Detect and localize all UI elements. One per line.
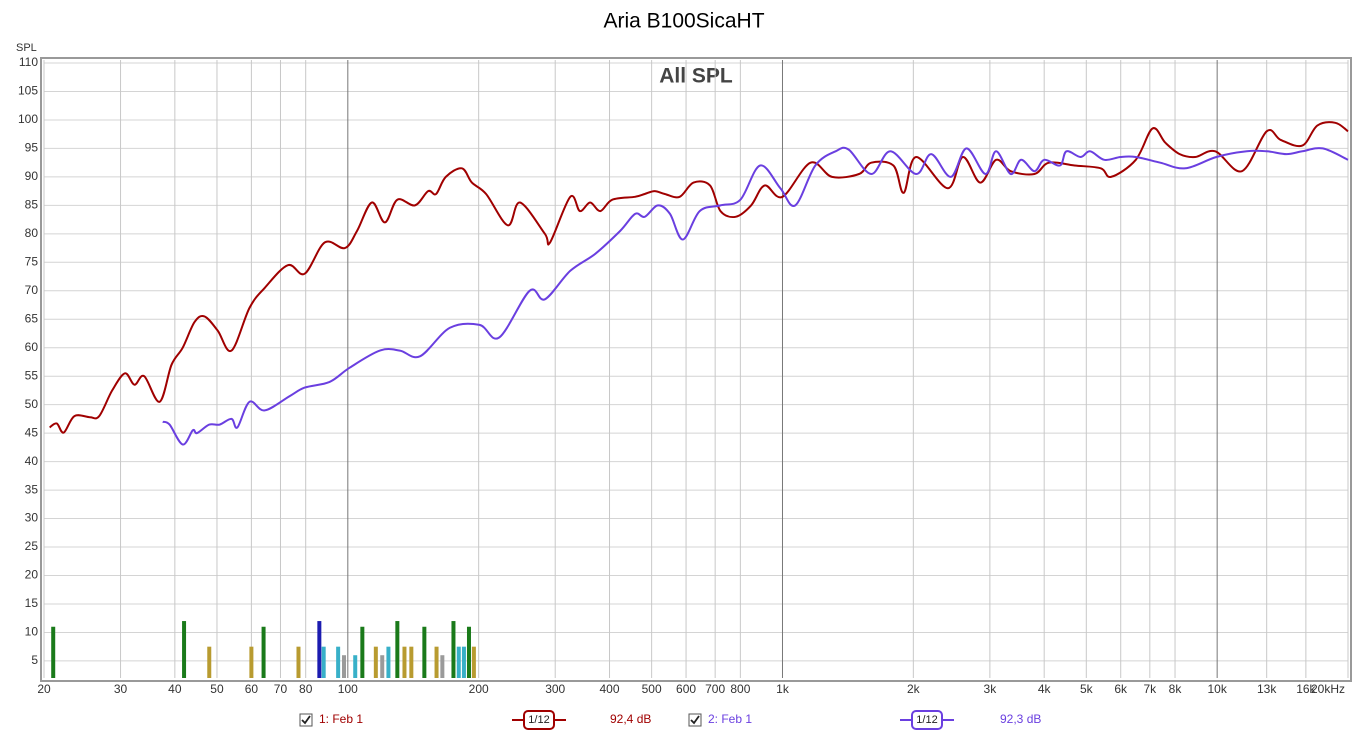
- plot-frame: [40, 57, 1352, 682]
- y-tick-label: 70: [25, 283, 39, 297]
- filter-marker: [409, 646, 414, 678]
- x-tick-label: 5k: [1080, 682, 1094, 696]
- x-tick-label: 3k: [984, 682, 998, 696]
- x-tick-label: 70: [274, 682, 288, 696]
- x-tick-label: 500: [642, 682, 662, 696]
- smoothing-label: 1/12: [528, 714, 549, 726]
- x-tick-label: 800: [730, 682, 750, 696]
- y-tick-label: 35: [25, 482, 39, 496]
- x-tick-label: 50: [210, 682, 224, 696]
- y-tick-label: 5: [31, 653, 38, 667]
- filter-marker: [402, 646, 407, 678]
- y-tick-label: 80: [25, 226, 39, 240]
- x-tick-label: 13k: [1257, 682, 1277, 696]
- y-tick-label: 15: [25, 596, 39, 610]
- y-tick-label: 105: [18, 84, 38, 98]
- y-axis-label: SPL: [16, 42, 37, 54]
- level-label: 92,3 dB: [1000, 712, 1041, 726]
- filter-marker: [261, 626, 266, 678]
- filter-marker: [321, 646, 326, 678]
- y-tick-label: 45: [25, 425, 39, 439]
- marks: [49, 121, 1349, 678]
- filter-marker: [471, 646, 476, 678]
- filter-marker: [336, 646, 341, 678]
- checkmark: [301, 715, 311, 725]
- filter-marker: [249, 646, 254, 678]
- chart-title: Aria B100SicaHT: [603, 10, 764, 33]
- x-tick-label: 30: [114, 682, 128, 696]
- y-tick-label: 100: [18, 112, 38, 126]
- legend-label: 1: Feb 1: [319, 712, 363, 726]
- grid: 5 10 15 20 25 30 35 40 45 50 55 60 65 70 75 80 85 90 95 100…: [18, 55, 1349, 696]
- spl-curve: [162, 146, 1349, 446]
- spl-curve: [49, 121, 1349, 434]
- y-tick-label: 10: [25, 625, 39, 639]
- filter-marker: [373, 646, 378, 678]
- checkmark: [690, 715, 700, 725]
- x-tick-label: 40: [168, 682, 182, 696]
- x-tick-label: 20kHz: [1311, 682, 1345, 696]
- level-label: 92,4 dB: [610, 712, 651, 726]
- x-tick-label: 80: [299, 682, 313, 696]
- legend: 1: Feb 1 1/12 92,4 dB 2: Feb 1 1/12 92,3 dB: [299, 710, 1041, 730]
- y-tick-label: 20: [25, 568, 39, 582]
- y-tick-label: 25: [25, 539, 39, 553]
- x-tick-label: 200: [469, 682, 489, 696]
- y-tick-label: 55: [25, 368, 39, 382]
- filter-marker: [440, 655, 445, 678]
- y-tick-label: 30: [25, 511, 39, 525]
- y-tick-label: 60: [25, 340, 39, 354]
- smoothing-button[interactable]: [911, 710, 943, 730]
- legend-checkbox[interactable]: [299, 713, 313, 727]
- filter-marker: [395, 621, 400, 678]
- x-tick-label: 100: [338, 682, 358, 696]
- filter-marker: [461, 646, 466, 678]
- filter-marker: [380, 655, 385, 678]
- x-tick-label: 300: [545, 682, 565, 696]
- smoothing-button[interactable]: [523, 710, 555, 730]
- x-tick-label: 20: [37, 682, 51, 696]
- x-tick-label: 400: [599, 682, 619, 696]
- x-tick-label: 8k: [1169, 682, 1183, 696]
- filter-marker: [360, 626, 365, 678]
- y-tick-label: 90: [25, 169, 39, 183]
- legend-label: 2: Feb 1: [708, 712, 752, 726]
- filter-marker: [182, 621, 187, 678]
- filter-marker: [353, 655, 358, 678]
- y-tick-label: 85: [25, 198, 39, 212]
- filter-marker: [434, 646, 439, 678]
- filter-marker: [422, 626, 427, 678]
- x-tick-label: 2k: [907, 682, 921, 696]
- y-tick-label: 95: [25, 141, 39, 155]
- x-tick-label: 6k: [1114, 682, 1128, 696]
- filter-marker: [296, 646, 301, 678]
- y-tick-label: 50: [25, 397, 39, 411]
- y-tick-label: 65: [25, 311, 39, 325]
- x-tick-label: 600: [676, 682, 696, 696]
- filter-marker: [342, 655, 347, 678]
- x-tick-label: 700: [705, 682, 725, 696]
- filter-marker: [451, 621, 456, 678]
- y-tick-label: 110: [19, 55, 38, 69]
- smoothing-label: 1/12: [916, 714, 937, 726]
- x-tick-label: 10k: [1207, 682, 1227, 696]
- filter-marker: [386, 646, 391, 678]
- x-tick-label: 16k: [1296, 682, 1316, 696]
- x-tick-label: 7k: [1143, 682, 1157, 696]
- y-tick-label: 40: [25, 454, 39, 468]
- legend-checkbox[interactable]: [688, 713, 702, 727]
- x-tick-label: 1k: [776, 682, 790, 696]
- filter-marker: [466, 626, 471, 678]
- filter-marker: [456, 646, 461, 678]
- x-tick-label: 60: [245, 682, 259, 696]
- annotation: All SPL: [659, 65, 733, 88]
- y-tick-label: 75: [25, 254, 39, 268]
- x-tick-label: 4k: [1038, 682, 1052, 696]
- filter-marker: [317, 621, 322, 678]
- filter-marker: [51, 626, 56, 678]
- filter-marker: [207, 646, 212, 678]
